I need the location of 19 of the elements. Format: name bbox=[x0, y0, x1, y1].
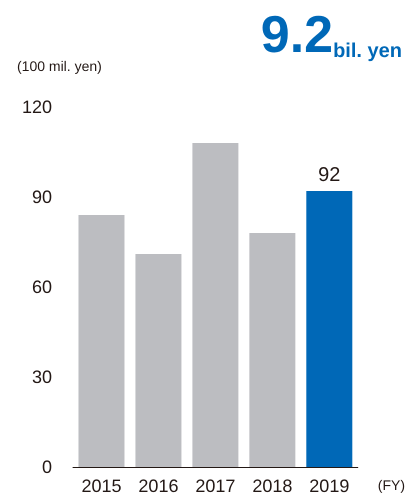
y-tick-label: 90 bbox=[32, 187, 52, 207]
y-tick-label: 60 bbox=[32, 277, 52, 297]
data-label: 92 bbox=[318, 164, 340, 186]
bar bbox=[306, 191, 352, 467]
chart-title: 9.2bil. yen bbox=[260, 6, 402, 64]
bar bbox=[135, 254, 182, 467]
x-tick-label: 2016 bbox=[138, 476, 178, 496]
bar bbox=[192, 143, 238, 467]
x-axis-title: (FY) bbox=[378, 477, 406, 493]
x-tick-label: 2019 bbox=[309, 476, 350, 496]
x-tick-label: 2018 bbox=[252, 476, 292, 496]
x-tick-label: 2017 bbox=[195, 476, 236, 496]
y-tick-label: 120 bbox=[22, 97, 52, 117]
y-axis-title: (100 mil. yen) bbox=[17, 58, 102, 74]
y-tick-label: 30 bbox=[32, 367, 52, 387]
y-tick-label: 0 bbox=[42, 457, 52, 477]
bar bbox=[249, 233, 296, 467]
bar bbox=[78, 215, 124, 467]
x-tick-label: 2015 bbox=[81, 476, 122, 496]
